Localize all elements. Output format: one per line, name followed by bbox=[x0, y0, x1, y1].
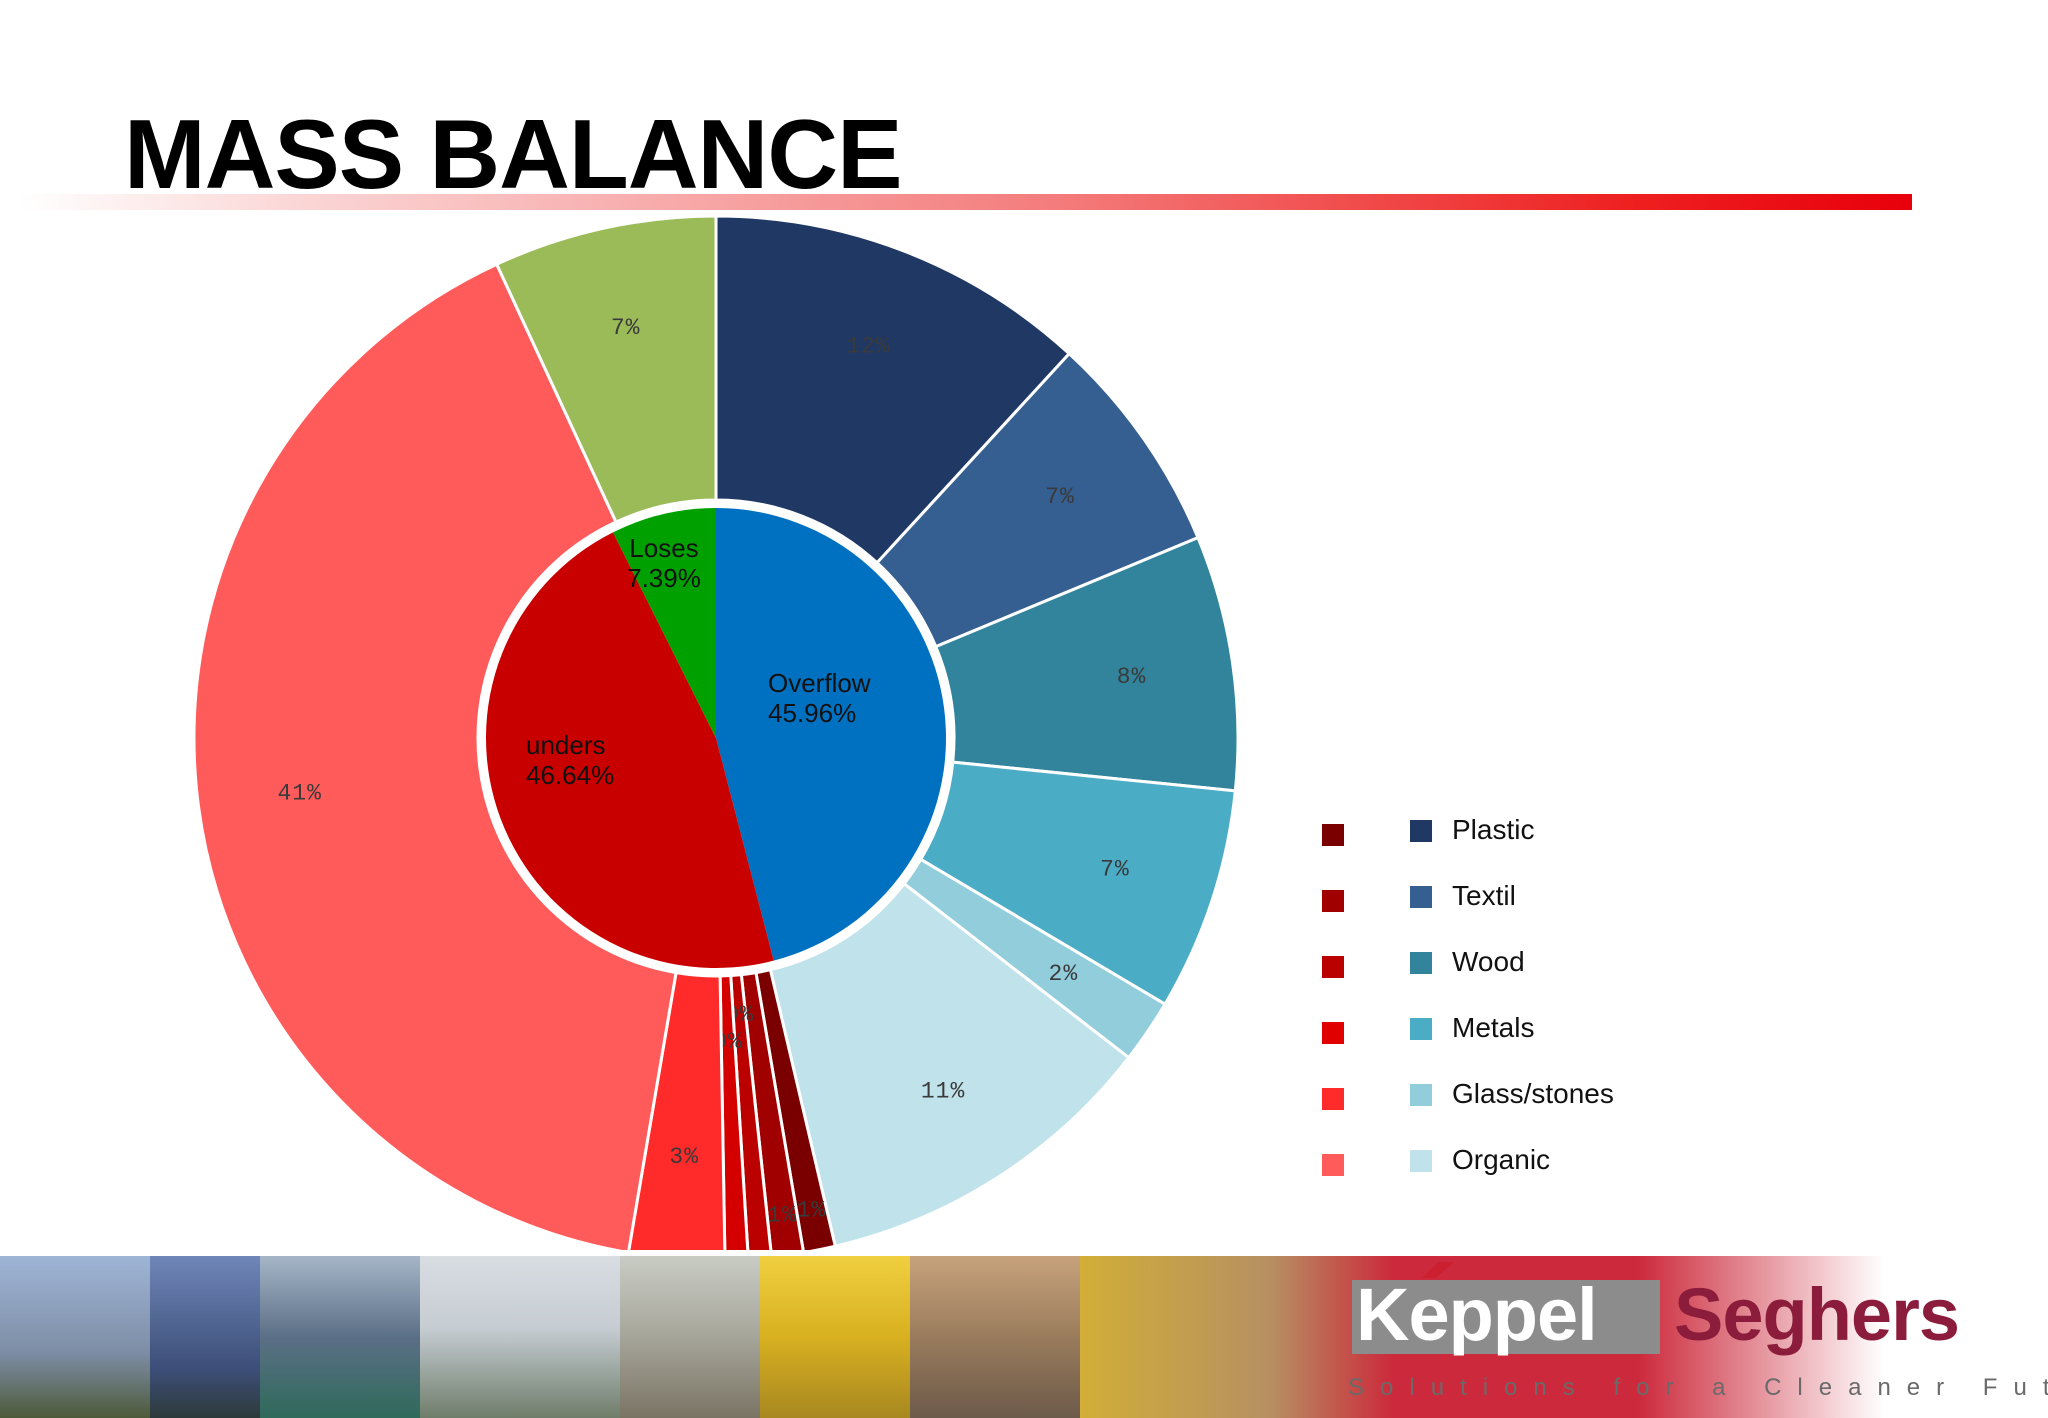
inner-slice-0 bbox=[716, 508, 946, 961]
legend-row-4: Glass/stones bbox=[1320, 1078, 1720, 1116]
legend-swatch-unders-1 bbox=[1322, 890, 1344, 912]
footer-photo-lab bbox=[910, 1256, 1080, 1418]
legend-label-3: Metals bbox=[1452, 1012, 1535, 1043]
inner-label-1: unders 46.64% bbox=[526, 730, 614, 790]
legend-swatch-unders-0 bbox=[1322, 824, 1344, 846]
legend-row-3: Metals bbox=[1320, 1012, 1720, 1050]
keppel-logo-background bbox=[1352, 1280, 1660, 1354]
legend-label-1: Textil bbox=[1452, 880, 1516, 911]
outer-ring: 12%7%8%7%2%11%1%1%0%0%3%41%7% bbox=[192, 214, 1240, 1250]
logo-seghers: Seghers bbox=[1674, 1273, 1960, 1356]
legend-swatch-unders-4 bbox=[1322, 1088, 1344, 1110]
outer-label-1: 7% bbox=[1045, 484, 1075, 510]
inner-slice-1 bbox=[486, 532, 774, 968]
outer-label-7: 1% bbox=[767, 1203, 797, 1229]
legend-row-2: Wood bbox=[1320, 946, 1720, 984]
legend-swatch-unders-3 bbox=[1322, 1022, 1344, 1044]
keppel-logo-mark-icon bbox=[1422, 1262, 1454, 1278]
legend-swatch-overflow-4 bbox=[1410, 1084, 1432, 1106]
logo-keppel: Keppel bbox=[1356, 1273, 1598, 1356]
footer-photo-people bbox=[0, 1256, 150, 1418]
outer-label-12: 7% bbox=[611, 315, 641, 341]
footer-photo-barrels bbox=[760, 1256, 910, 1418]
title-underline bbox=[20, 194, 1912, 210]
inner-label-2-line-1: 7.39% bbox=[627, 563, 701, 593]
inner-label-0-line-1: 45.96% bbox=[768, 698, 856, 728]
legend-swatch-unders-2 bbox=[1322, 956, 1344, 978]
legend-row-1: Textil bbox=[1320, 880, 1720, 918]
mass-balance-donut-chart: 12%7%8%7%2%11%1%1%0%0%3%41%7%Overflow 45.… bbox=[192, 214, 1240, 1250]
legend-swatch-overflow-3 bbox=[1410, 1018, 1432, 1040]
legend-label-0: Plastic bbox=[1452, 814, 1535, 845]
footer-photo-plant bbox=[260, 1256, 420, 1418]
legend-row-5: Organic bbox=[1320, 1144, 1720, 1182]
slide-title: MASS BALANCE bbox=[124, 99, 902, 209]
legend-label-4: Glass/stones bbox=[1452, 1078, 1614, 1109]
footer-photo-industrial bbox=[620, 1256, 760, 1418]
logo-tagline: Solutions for a Cleaner Future bbox=[1348, 1374, 2048, 1401]
inner-pie: Overflow 45.96% unders 46.64% Loses 7.39% bbox=[486, 508, 946, 968]
legend-swatch-overflow-2 bbox=[1410, 952, 1432, 974]
outer-label-6: 1% bbox=[797, 1198, 827, 1224]
legend-swatch-overflow-5 bbox=[1410, 1150, 1432, 1172]
outer-label-5: 11% bbox=[921, 1078, 965, 1104]
footer-photo-building bbox=[420, 1256, 620, 1418]
inner-slice-2 bbox=[612, 508, 716, 738]
inner-label-2-line-0: Loses bbox=[629, 533, 698, 563]
inner-label-2: Loses 7.39% bbox=[627, 533, 701, 593]
outer-label-4: 2% bbox=[1049, 961, 1079, 987]
legend-row-0: Plastic bbox=[1320, 814, 1720, 852]
legend-swatch-overflow-0 bbox=[1410, 820, 1432, 842]
outer-label-3: 7% bbox=[1100, 857, 1130, 883]
legend-label-5: Organic bbox=[1452, 1144, 1551, 1175]
inner-label-1-line-1: 46.64% bbox=[526, 760, 614, 790]
legend-swatch-unders-5 bbox=[1322, 1154, 1344, 1176]
outer-label-0: 12% bbox=[846, 334, 890, 360]
inner-label-0-line-0: Overflow bbox=[768, 668, 871, 698]
legend-swatch-overflow-1 bbox=[1410, 886, 1432, 908]
inner-label-0: Overflow 45.96% bbox=[768, 668, 871, 728]
footer-photo-pylon bbox=[150, 1256, 260, 1418]
outer-label-2: 8% bbox=[1117, 664, 1147, 690]
outer-label-11: 41% bbox=[277, 781, 321, 807]
outer-label-10: 3% bbox=[669, 1144, 699, 1170]
footer-photo-banner bbox=[0, 1256, 2048, 1418]
inner-label-1-line-0: unders bbox=[526, 730, 606, 760]
legend-label-2: Wood bbox=[1452, 946, 1525, 977]
